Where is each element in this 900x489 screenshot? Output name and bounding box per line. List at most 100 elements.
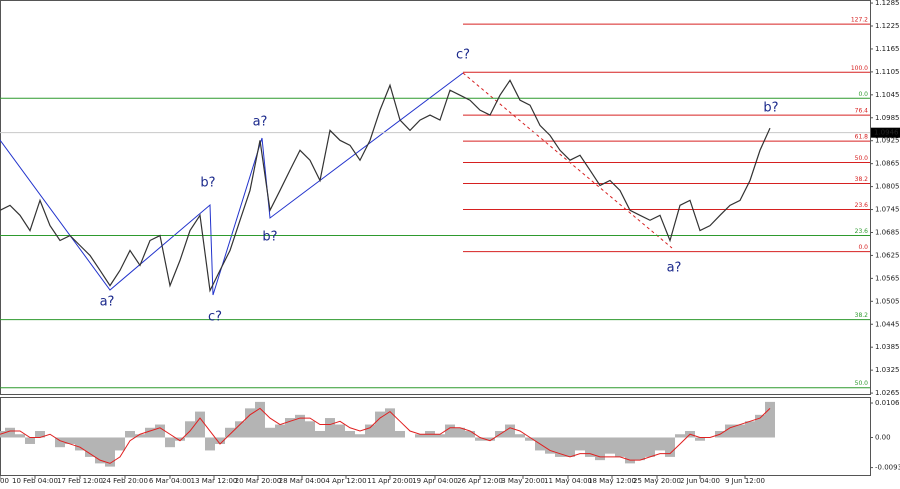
- histogram-bar: [565, 437, 575, 457]
- y-tick-label: 1.0865: [875, 160, 900, 168]
- histogram-bar: [75, 437, 85, 451]
- histogram-bar: [655, 437, 665, 451]
- wave-lines: [0, 72, 673, 296]
- y-tick-label: 1.0385: [875, 343, 900, 351]
- histogram-bar: [445, 424, 455, 438]
- histogram-bar: [195, 411, 205, 438]
- histogram-bar: [105, 437, 115, 467]
- wave-label: a?: [667, 261, 682, 276]
- fib-label: 23.6: [855, 202, 869, 209]
- histogram-bar: [85, 437, 95, 457]
- y-tick-label: 1.1165: [875, 45, 900, 53]
- long-fib-label: 0.0: [858, 91, 868, 98]
- x-tick-label: 10 Feb 04:00: [12, 477, 58, 485]
- histogram-bar: [415, 434, 425, 438]
- y-tick-label: 0.00: [875, 433, 891, 441]
- histogram-bar: [255, 401, 265, 438]
- price-line: [0, 79, 771, 293]
- histogram-bar: [625, 437, 635, 464]
- histogram-bar: [25, 437, 35, 444]
- histogram-bar: [335, 424, 345, 438]
- histogram-bar: [95, 437, 105, 464]
- wave-label: b?: [763, 101, 778, 116]
- y-tick-label: 1.0325: [875, 366, 900, 374]
- x-tick-label: 11 Apr 20:00: [367, 477, 413, 485]
- histogram-bar: [15, 434, 25, 438]
- x-tick-label: 4 Apr 12:00: [325, 477, 366, 485]
- fib-label: 61.8: [855, 134, 869, 141]
- histogram-bar: [145, 427, 155, 438]
- y-tick-label: 1.0265: [875, 389, 900, 397]
- histogram-bar: [485, 437, 495, 441]
- histogram-bar: [205, 437, 215, 451]
- histogram-bar: [665, 437, 675, 457]
- y-tick-label: 1.0625: [875, 251, 900, 259]
- histogram-bar: [65, 437, 75, 444]
- histogram-bar: [555, 437, 565, 457]
- y-tick-label: 0.01065: [875, 399, 900, 407]
- histogram-bar: [575, 437, 585, 451]
- x-tick-label: 19 Apr 04:00: [412, 477, 458, 485]
- long-fib-label: 38.2: [855, 312, 869, 319]
- wave-label: b?: [200, 176, 215, 191]
- x-tick-label: 2 Jun 04:00: [680, 477, 720, 485]
- last-price-box: [871, 127, 900, 138]
- histogram-bar: [125, 431, 135, 438]
- wave-label: a?: [253, 115, 268, 130]
- wave-label: a?: [100, 295, 115, 310]
- y-tick-label: -0.0093: [875, 464, 900, 472]
- histogram-bar: [365, 424, 375, 438]
- last-price-label: 1.0946: [874, 129, 899, 137]
- x-tick-label: 13 Mar 12:00: [191, 477, 238, 485]
- histogram-bar: [0, 431, 5, 438]
- x-tick-label: 18 May 12:00: [588, 477, 636, 485]
- histogram-bar: [525, 437, 535, 441]
- y-tick-label: 1.0805: [875, 183, 900, 191]
- histogram-bar: [115, 437, 125, 451]
- y-tick-label: 1.1285: [875, 0, 900, 7]
- histogram-bar: [545, 437, 555, 454]
- histogram-bar: [185, 421, 195, 438]
- wave-label: b?: [262, 230, 277, 245]
- histogram-bar: [735, 424, 745, 438]
- histogram-bar: [305, 421, 315, 438]
- y-tick-label: 1.0685: [875, 228, 900, 236]
- histogram-bar: [35, 431, 45, 438]
- fib-label: 38.2: [855, 176, 869, 183]
- histogram-bar: [345, 431, 355, 438]
- signal-line: [0, 407, 771, 464]
- histogram-bar: [505, 424, 515, 438]
- histogram-bar: [295, 414, 305, 438]
- histogram-bar: [695, 437, 705, 441]
- wave-label: c?: [208, 310, 222, 325]
- histogram-bar: [765, 401, 775, 438]
- histogram-bar: [175, 437, 185, 441]
- fib-label: 127.2: [851, 17, 868, 24]
- y-tick-label: 1.0565: [875, 274, 900, 282]
- x-tick-label: 25 May 20:00: [633, 477, 681, 485]
- x-tick-label: 11 May 04:00: [544, 477, 592, 485]
- y-tick-label: 1.1105: [875, 68, 900, 76]
- y-tick-label: 1.0505: [875, 297, 900, 305]
- histogram-bar: [135, 434, 145, 438]
- wave-line: [0, 72, 464, 296]
- x-tick-label: 20 Mar 20:00: [235, 477, 282, 485]
- histogram-bar: [645, 437, 655, 457]
- x-tick-label: 28 Mar 04:00: [279, 477, 326, 485]
- histogram-bar: [465, 431, 475, 438]
- histogram-bar: [745, 421, 755, 438]
- x-tick-label: 9 Jun 12:00: [725, 477, 765, 485]
- y-tick-label: 1.1225: [875, 22, 900, 30]
- y-tick-label: 1.0985: [875, 114, 900, 122]
- histogram-bar: [215, 437, 225, 444]
- histogram-bar: [725, 424, 735, 438]
- histogram-bar: [5, 427, 15, 438]
- y-tick-label: 1.0445: [875, 320, 900, 328]
- fib-label: 0.0: [858, 244, 868, 251]
- x-tick-label: 26 Apr 12:00: [457, 477, 503, 485]
- price-frame: [0, 0, 871, 395]
- histogram-bar: [325, 418, 335, 438]
- histogram-bar: [435, 434, 445, 438]
- long-fib-label: 50.0: [855, 380, 869, 387]
